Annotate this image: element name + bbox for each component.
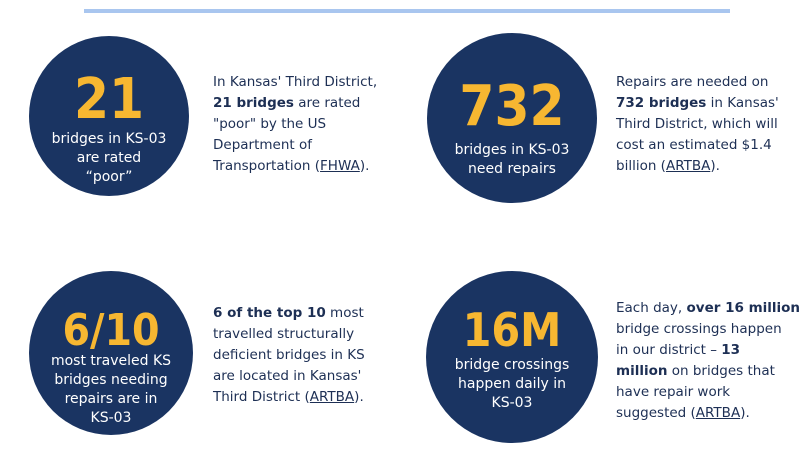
stat-caption: most traveled KS bridges needing repairs… — [50, 353, 172, 426]
stat-number: 16M — [462, 303, 562, 357]
stat-description: 6 of the top 10 most travelled structura… — [213, 305, 365, 405]
stat-circle-daily-crossings: 16M bridge crossings happen daily in KS-… — [426, 271, 598, 443]
source-link-artba[interactable]: ARTBA — [695, 405, 741, 421]
stat-caption: bridges in KS-03 need repairs — [454, 142, 570, 177]
stat-description: Each day, over 16 million bridge crossin… — [616, 300, 801, 421]
source-link-artba[interactable]: ARTBA — [665, 158, 711, 174]
stat-circle-bridges-need-repairs: 732 bridges in KS-03 need repairs — [427, 33, 597, 203]
stat-caption: bridges in KS-03 are rated “poor” — [51, 131, 167, 185]
source-link-fhwa[interactable]: FHWA — [320, 158, 360, 174]
stat-number: 21 — [73, 67, 145, 132]
top-divider — [84, 9, 730, 13]
source-link-artba[interactable]: ARTBA — [309, 389, 355, 405]
stat-circle-poor-bridges: 21 bridges in KS-03 are rated “poor” — [29, 36, 189, 196]
stat-description: In Kansas' Third District, 21 bridges ar… — [213, 74, 378, 174]
stat-description: Repairs are needed on 732 bridges in Kan… — [616, 74, 779, 174]
stat-caption: bridge crossings happen daily in KS-03 — [454, 357, 570, 411]
stat-number: 6/10 — [62, 305, 160, 356]
stat-number: 732 — [459, 74, 565, 139]
stat-circle-most-traveled: 6/10 most traveled KS bridges needing re… — [29, 271, 193, 435]
